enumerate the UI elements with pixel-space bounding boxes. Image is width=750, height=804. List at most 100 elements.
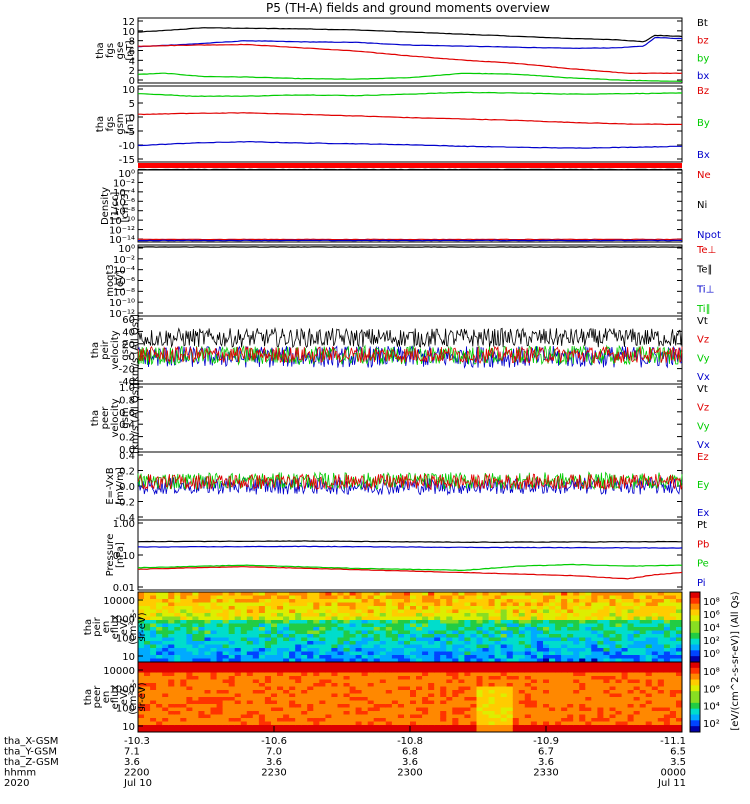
spectrogram-cell — [247, 655, 254, 659]
spectrogram-cell — [458, 662, 465, 666]
spectrogram-cell — [585, 599, 592, 603]
spectrogram-cell — [350, 708, 357, 712]
spectrogram-cell — [156, 715, 163, 719]
spectrogram-cell — [537, 673, 544, 677]
spectrogram-cell — [307, 676, 314, 680]
spectrogram-cell — [344, 683, 351, 687]
spectrogram-cell — [217, 708, 224, 712]
spectrogram-cell — [319, 652, 326, 656]
spectrogram-cell — [307, 596, 314, 600]
spectrogram-cell — [180, 655, 187, 659]
spectrogram-cell — [513, 680, 520, 684]
colorbar-segment — [690, 627, 700, 633]
spectrogram-cell — [670, 634, 677, 638]
spectrogram-cell — [392, 599, 399, 603]
spectrogram-cell — [507, 687, 514, 691]
spectrogram-cell — [229, 718, 236, 722]
spectrogram-cell — [205, 617, 212, 621]
spectrogram-cell — [416, 613, 423, 617]
spectrogram-cell — [670, 596, 677, 600]
spectrogram-cell — [319, 631, 326, 635]
spectrogram-cell — [186, 617, 193, 621]
spectrogram-cell — [489, 655, 496, 659]
spectrogram-cell — [205, 669, 212, 673]
spectrogram-cell — [513, 624, 520, 628]
spectrogram-cell — [192, 669, 199, 673]
spectrogram-cell — [295, 631, 302, 635]
spectrogram-cell — [156, 627, 163, 631]
spectrogram-cell — [325, 680, 332, 684]
spectrogram-cell — [162, 701, 169, 705]
spectrogram-cell — [646, 655, 653, 659]
spectrogram-cell — [640, 704, 647, 708]
spectrogram-cell — [398, 715, 405, 719]
spectrogram-cell — [513, 701, 520, 705]
spectrogram-cell — [356, 680, 363, 684]
spectrogram-cell — [344, 606, 351, 610]
spectrogram-cell — [271, 592, 278, 596]
spectrogram-cell — [338, 648, 345, 652]
spectrogram-cell — [652, 603, 659, 607]
spectrogram-cell — [646, 599, 653, 603]
spectrogram-cell — [440, 669, 447, 673]
spectrogram-cell — [470, 711, 477, 715]
spectrogram-cell — [162, 631, 169, 635]
spectrogram-cell — [265, 638, 272, 642]
colorbar-tick-label: 10⁶ — [703, 684, 720, 695]
spectrogram-cell — [525, 620, 532, 624]
spectrogram-cell — [561, 613, 568, 617]
spectrogram-cell — [325, 603, 332, 607]
spectrogram-cell — [519, 655, 526, 659]
spectrogram-cell — [283, 694, 290, 698]
spectrogram-cell — [537, 641, 544, 645]
spectrogram-cell — [483, 662, 490, 666]
spectrogram-cell — [271, 631, 278, 635]
spectrogram-cell — [344, 669, 351, 673]
spectrogram-cell — [374, 697, 381, 701]
colorbar-tick-label: 10⁴ — [703, 702, 720, 713]
spectrogram-cell — [368, 655, 375, 659]
spectrogram-cell — [543, 617, 550, 621]
spectrogram-cell — [652, 715, 659, 719]
spectrogram-cell — [362, 704, 369, 708]
spectrogram-cell — [543, 603, 550, 607]
spectrogram-cell — [579, 690, 586, 694]
spectrogram-cell — [186, 641, 193, 645]
spectrogram-cell — [483, 603, 490, 607]
spectrogram-cell — [446, 638, 453, 642]
spectrogram-cell — [331, 645, 338, 649]
spectrogram-cell — [271, 641, 278, 645]
spectrogram-cell — [483, 704, 490, 708]
spectrogram-cell — [519, 652, 526, 656]
spectrogram-cell — [398, 617, 405, 621]
spectrogram-cell — [555, 610, 562, 614]
spectrogram-cell — [162, 662, 169, 666]
spectrogram-cell — [350, 603, 357, 607]
spectrogram-cell — [283, 634, 290, 638]
spectrogram-cell — [567, 694, 574, 698]
spectrogram-cell — [247, 666, 254, 670]
legend-entry-temperature: Ti∥ — [696, 304, 711, 315]
spectrogram-cell — [610, 634, 617, 638]
spectrogram-cell — [610, 725, 617, 729]
spectrogram-cell — [434, 711, 441, 715]
spectrogram-cell — [186, 662, 193, 666]
spectrogram-cell — [180, 683, 187, 687]
spectrogram-cell — [670, 606, 677, 610]
spectrogram-cell — [464, 638, 471, 642]
spectrogram-cell — [211, 704, 218, 708]
spectrogram-cell — [616, 676, 623, 680]
spectrogram-cell — [646, 631, 653, 635]
spectrogram-cell — [271, 610, 278, 614]
spectrogram-cell — [307, 722, 314, 726]
spectrogram-cell — [428, 676, 435, 680]
spectrogram-cell — [567, 631, 574, 635]
spectrogram-cell — [555, 666, 562, 670]
spectrogram-cell — [525, 673, 532, 677]
series-line-density — [138, 240, 682, 241]
spectrogram-cell — [386, 620, 393, 624]
spectrogram-cell — [211, 627, 218, 631]
spectrogram-cell — [368, 687, 375, 691]
spectrogram-cell — [277, 690, 284, 694]
spectrogram-cell — [271, 669, 278, 673]
